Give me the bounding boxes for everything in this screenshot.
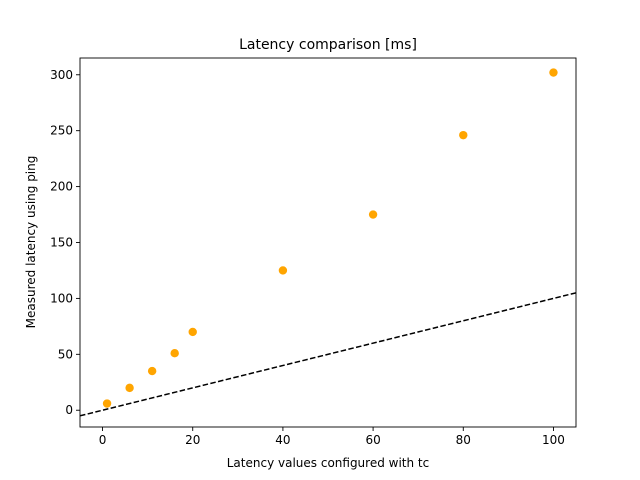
x-tick-label: 40 (275, 433, 290, 447)
y-tick-label: 300 (50, 68, 73, 82)
y-tick-label: 250 (50, 124, 73, 138)
reference-line (80, 292, 576, 417)
data-point (549, 68, 558, 77)
x-axis-label: Latency values configured with tc (227, 456, 429, 470)
x-tick-label: 60 (365, 433, 380, 447)
data-point (170, 349, 179, 358)
plot-area: 0 20 40 60 80 100 0 50 100 150 200 250 300 (50, 57, 577, 447)
y-tick-label: 50 (58, 347, 73, 361)
y-tick-label: 0 (65, 403, 73, 417)
y-tick-label: 200 (50, 180, 73, 194)
y-tick-label: 100 (50, 291, 73, 305)
x-tick-label: 20 (185, 433, 200, 447)
x-tick-label: 100 (542, 433, 565, 447)
x-tick-label: 80 (456, 433, 471, 447)
data-point (102, 399, 112, 408)
data-point (188, 327, 197, 337)
data-point (125, 383, 134, 393)
x-tick-label: 0 (99, 433, 107, 447)
y-axis-label: Measured latency using ping (24, 156, 38, 329)
data-point (147, 366, 157, 376)
chart-title: Latency comparison [ms] (239, 37, 417, 53)
data-point (278, 266, 288, 275)
y-tick-label: 150 (50, 236, 73, 250)
data-point (368, 210, 378, 219)
data-point (459, 130, 468, 140)
